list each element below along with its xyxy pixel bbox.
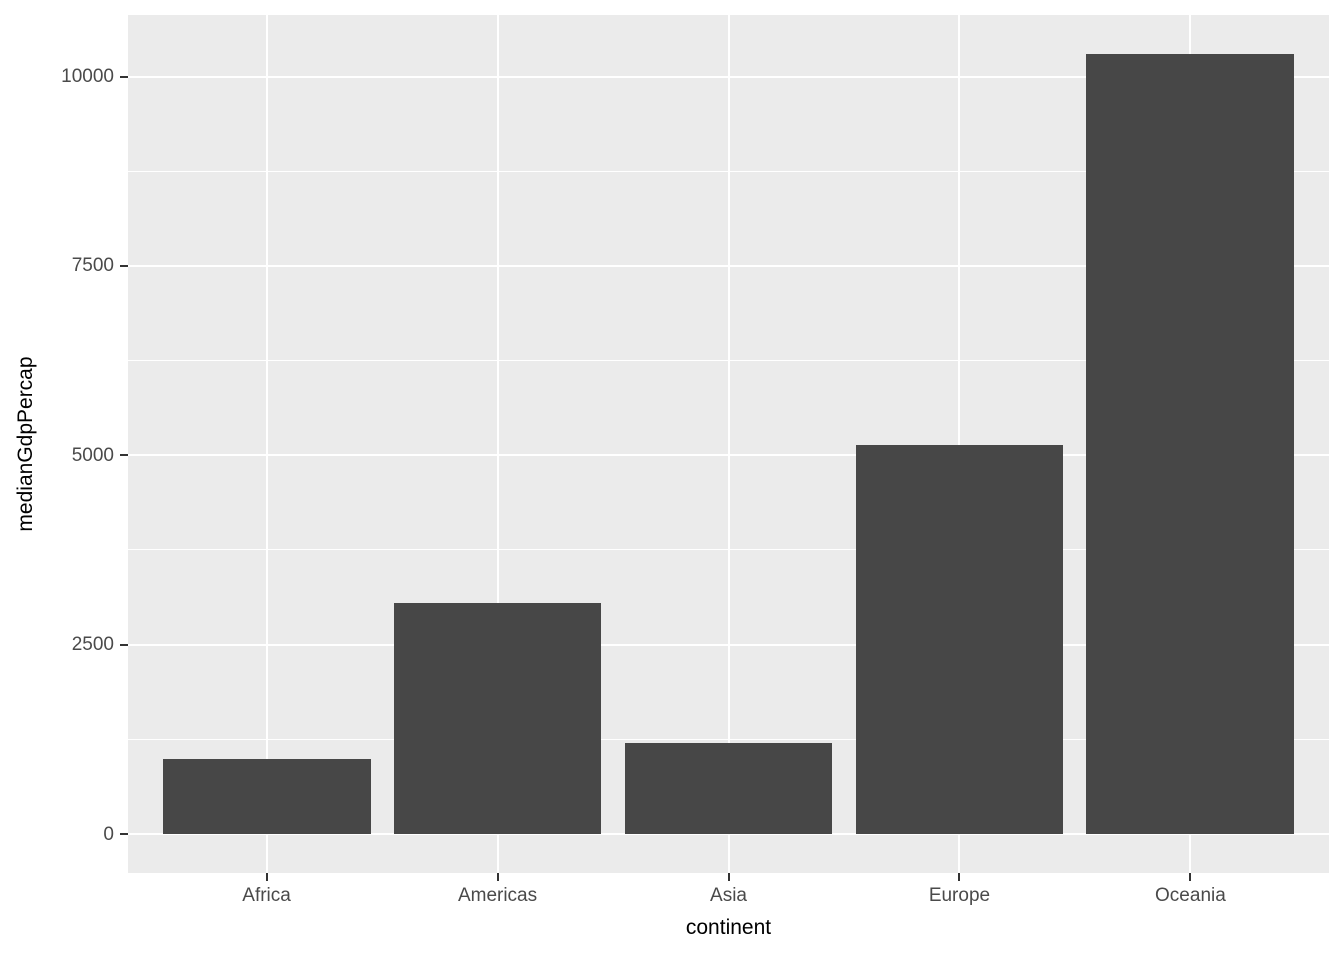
y-tick-label: 7500: [71, 255, 114, 277]
y-tick-label: 10000: [61, 66, 114, 88]
y-tick-mark: [120, 264, 128, 267]
bar-europe: [855, 444, 1064, 834]
bar-asia: [624, 742, 833, 834]
x-tick-label: Oceania: [1155, 885, 1226, 906]
y-tick-label: 0: [103, 823, 114, 845]
x-tick-mark: [496, 873, 499, 881]
y-tick-mark: [120, 643, 128, 646]
x-tick-label: Americas: [457, 885, 538, 906]
x-tick-mark: [1189, 873, 1192, 881]
x-tick-mark: [727, 873, 730, 881]
plot-panel: [128, 15, 1329, 873]
bar-oceania: [1086, 54, 1295, 834]
x-axis-title: continent: [685, 916, 772, 939]
y-axis-title: medianGdpPercap: [14, 356, 37, 532]
x-tick-mark: [265, 873, 268, 881]
vertical-gridline: [496, 15, 499, 873]
bar-americas: [393, 603, 602, 834]
x-tick-label: Africa: [242, 885, 291, 906]
x-tick-label: Europe: [928, 885, 991, 906]
y-tick-mark: [120, 833, 128, 835]
x-tick-mark: [958, 873, 961, 881]
vertical-gridline: [958, 15, 961, 873]
y-tick-mark: [120, 75, 128, 78]
y-tick-label: 5000: [71, 444, 114, 466]
bar-africa: [162, 759, 371, 834]
y-tick-mark: [120, 454, 128, 457]
vertical-gridline: [727, 15, 730, 873]
y-tick-label: 2500: [71, 634, 114, 656]
x-tick-label: Asia: [710, 885, 747, 906]
vertical-gridline: [265, 15, 268, 873]
